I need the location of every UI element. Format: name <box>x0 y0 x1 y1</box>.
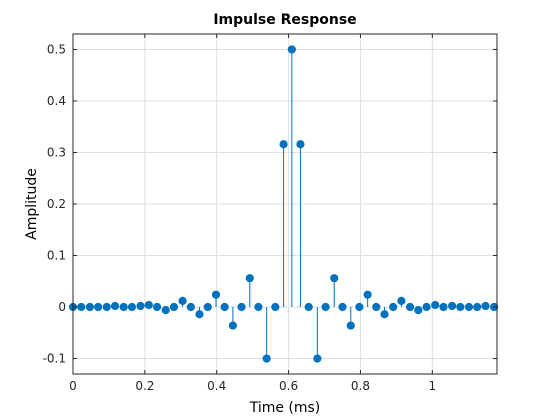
y-tick-label: 0.3 <box>47 145 66 159</box>
stem-marker <box>119 302 128 312</box>
stem-marker <box>211 290 221 299</box>
x-tick-label: 0.6 <box>279 379 298 393</box>
y-tick-label: 0.2 <box>47 197 66 211</box>
y-tick-label: 0.4 <box>47 94 66 108</box>
stem-marker <box>85 302 94 312</box>
stem-marker <box>220 302 229 312</box>
y-tick-label: 0.5 <box>47 42 66 56</box>
stem-marker <box>405 302 415 312</box>
stem-marker <box>94 302 103 312</box>
stem-marker <box>237 302 246 312</box>
stem-markers <box>68 45 499 363</box>
stem-marker <box>287 45 296 54</box>
stem-marker <box>161 306 170 315</box>
stem-marker <box>346 321 355 330</box>
stem-marker <box>203 302 212 312</box>
stem-marker <box>389 302 398 312</box>
stem-marker <box>186 302 195 312</box>
stem-marker <box>330 274 339 283</box>
stem-marker <box>195 310 204 319</box>
stem-marker <box>431 300 440 310</box>
stem-marker <box>304 302 313 312</box>
stem-marker <box>473 302 482 312</box>
stem-marker <box>355 302 364 312</box>
stem-marker <box>77 302 86 312</box>
y-tick-label: 0 <box>58 300 66 314</box>
stem-marker <box>313 354 322 363</box>
stem-marker <box>262 354 271 363</box>
axis-ticks <box>72 34 497 374</box>
stem-marker <box>144 300 153 310</box>
stem-marker <box>127 302 137 312</box>
tick-labels: 0 0.2 0.4 0.6 0.8 1-0.100.10.20.30.40.5 <box>43 42 437 393</box>
stem-marker <box>169 302 179 312</box>
stem-marker <box>439 302 448 312</box>
stem-marker <box>464 302 474 312</box>
stem-marker <box>363 290 372 299</box>
stem-marker <box>321 302 330 312</box>
x-tick-label: 0 <box>69 379 77 393</box>
stem-marker <box>296 140 305 149</box>
stem-marker <box>245 274 254 283</box>
stem-marker <box>178 296 187 305</box>
stem-marker <box>397 296 406 305</box>
stem-marker <box>152 302 162 312</box>
stem-marker <box>271 302 280 312</box>
stem-marker <box>102 302 111 312</box>
stem-marker <box>254 302 263 312</box>
x-tick-label: 0.2 <box>135 379 154 393</box>
x-tick-label: 0.4 <box>207 379 226 393</box>
stem-marker <box>456 302 465 312</box>
x-tick-label: 1 <box>429 379 437 393</box>
stem-marker <box>447 301 457 311</box>
y-tick-label: -0.1 <box>43 352 66 366</box>
stem-marker <box>136 301 145 311</box>
stem-marker <box>338 302 347 312</box>
stem-marker <box>422 302 431 312</box>
stem-marker <box>481 301 490 311</box>
stem-marker <box>228 321 237 330</box>
y-tick-label: 0.1 <box>47 249 66 263</box>
stem-marker <box>414 306 423 315</box>
stem-marker <box>380 310 389 319</box>
stem-marker <box>110 301 120 311</box>
stem-marker <box>279 140 288 149</box>
chart-title: Impulse Response <box>213 12 356 28</box>
x-axis-title: Time (ms) <box>249 400 321 416</box>
x-tick-label: 0.8 <box>351 379 370 393</box>
stem-marker <box>372 302 381 312</box>
y-axis-title: Amplitude <box>24 168 40 240</box>
